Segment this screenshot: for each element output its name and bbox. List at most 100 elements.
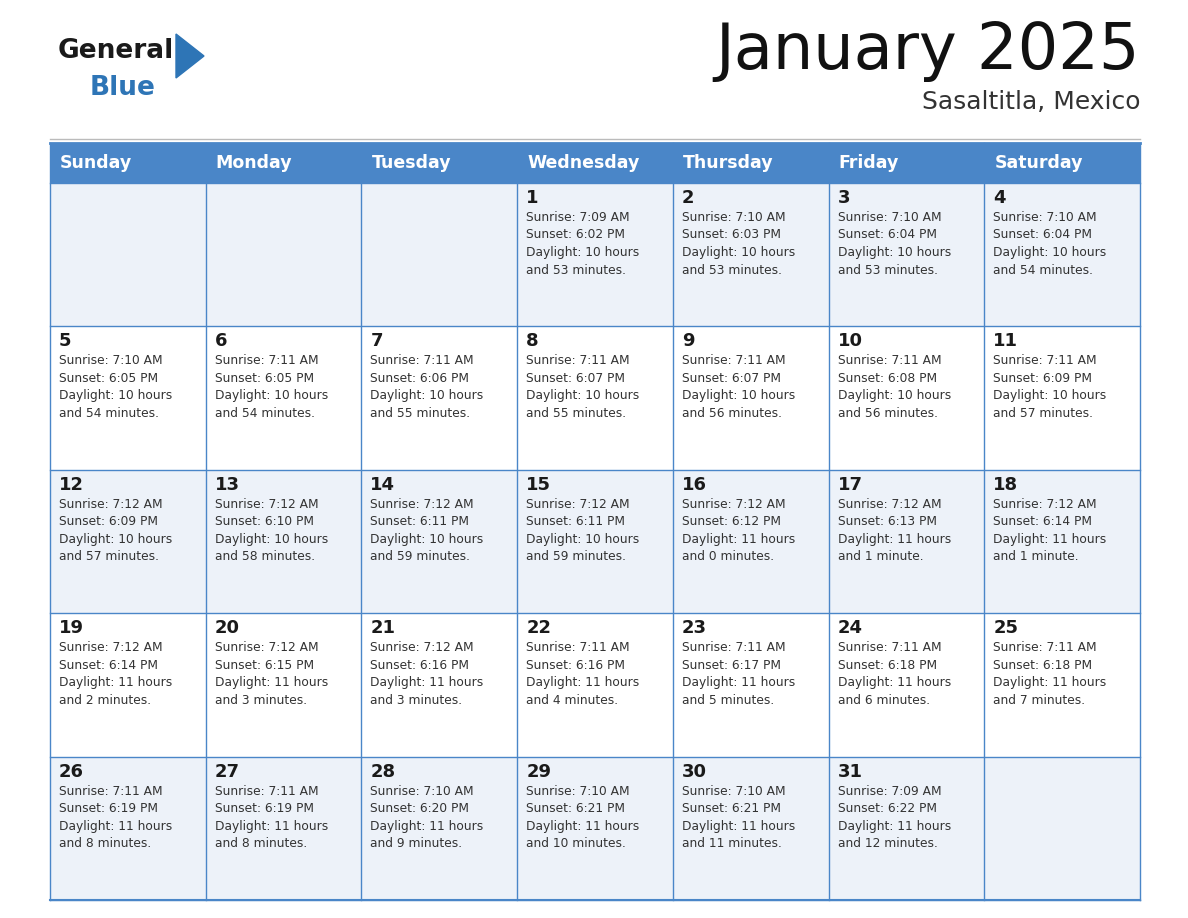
Bar <box>985 613 1140 756</box>
Bar <box>517 327 672 470</box>
Text: Sunrise: 7:12 AM
Sunset: 6:13 PM
Daylight: 11 hours
and 1 minute.: Sunrise: 7:12 AM Sunset: 6:13 PM Dayligh… <box>838 498 950 564</box>
Bar <box>828 613 985 756</box>
Text: Sunrise: 7:10 AM
Sunset: 6:05 PM
Daylight: 10 hours
and 54 minutes.: Sunrise: 7:10 AM Sunset: 6:05 PM Dayligh… <box>59 354 172 420</box>
Text: 8: 8 <box>526 332 539 351</box>
Text: Sunrise: 7:11 AM
Sunset: 6:08 PM
Daylight: 10 hours
and 56 minutes.: Sunrise: 7:11 AM Sunset: 6:08 PM Dayligh… <box>838 354 950 420</box>
Text: Sunrise: 7:12 AM
Sunset: 6:10 PM
Daylight: 10 hours
and 58 minutes.: Sunrise: 7:12 AM Sunset: 6:10 PM Dayligh… <box>215 498 328 564</box>
Text: 1: 1 <box>526 189 538 207</box>
Bar <box>828 327 985 470</box>
Bar <box>672 756 828 900</box>
Text: 17: 17 <box>838 476 862 494</box>
Bar <box>206 470 361 613</box>
Bar <box>672 470 828 613</box>
Text: 15: 15 <box>526 476 551 494</box>
Text: Sunrise: 7:12 AM
Sunset: 6:12 PM
Daylight: 11 hours
and 0 minutes.: Sunrise: 7:12 AM Sunset: 6:12 PM Dayligh… <box>682 498 795 564</box>
Bar <box>517 470 672 613</box>
Bar <box>985 470 1140 613</box>
Bar <box>985 756 1140 900</box>
Text: Sunrise: 7:12 AM
Sunset: 6:11 PM
Daylight: 10 hours
and 59 minutes.: Sunrise: 7:12 AM Sunset: 6:11 PM Dayligh… <box>526 498 639 564</box>
Text: 23: 23 <box>682 620 707 637</box>
Text: 9: 9 <box>682 332 694 351</box>
Text: 11: 11 <box>993 332 1018 351</box>
Text: Thursday: Thursday <box>683 154 773 172</box>
Text: Saturday: Saturday <box>994 154 1082 172</box>
Text: Wednesday: Wednesday <box>527 154 639 172</box>
Bar <box>517 613 672 756</box>
Text: Sunrise: 7:09 AM
Sunset: 6:02 PM
Daylight: 10 hours
and 53 minutes.: Sunrise: 7:09 AM Sunset: 6:02 PM Dayligh… <box>526 211 639 276</box>
Text: 2: 2 <box>682 189 694 207</box>
Text: 16: 16 <box>682 476 707 494</box>
Bar <box>672 613 828 756</box>
Bar <box>828 470 985 613</box>
Text: Sunrise: 7:11 AM
Sunset: 6:19 PM
Daylight: 11 hours
and 8 minutes.: Sunrise: 7:11 AM Sunset: 6:19 PM Dayligh… <box>59 785 172 850</box>
Bar <box>361 613 517 756</box>
Text: 7: 7 <box>371 332 383 351</box>
Text: Sunrise: 7:10 AM
Sunset: 6:04 PM
Daylight: 10 hours
and 53 minutes.: Sunrise: 7:10 AM Sunset: 6:04 PM Dayligh… <box>838 211 950 276</box>
Bar <box>361 143 517 183</box>
Bar <box>517 183 672 327</box>
Bar <box>50 327 206 470</box>
Text: 3: 3 <box>838 189 851 207</box>
Text: Sunrise: 7:12 AM
Sunset: 6:15 PM
Daylight: 11 hours
and 3 minutes.: Sunrise: 7:12 AM Sunset: 6:15 PM Dayligh… <box>215 641 328 707</box>
Bar <box>206 613 361 756</box>
Text: 6: 6 <box>215 332 227 351</box>
Text: 14: 14 <box>371 476 396 494</box>
Polygon shape <box>176 34 204 78</box>
Text: 26: 26 <box>59 763 84 780</box>
Bar <box>985 327 1140 470</box>
Bar <box>206 183 361 327</box>
Text: 10: 10 <box>838 332 862 351</box>
Bar <box>206 756 361 900</box>
Bar <box>361 327 517 470</box>
Text: 13: 13 <box>215 476 240 494</box>
Bar <box>206 143 361 183</box>
Text: 24: 24 <box>838 620 862 637</box>
Text: Sunrise: 7:12 AM
Sunset: 6:16 PM
Daylight: 11 hours
and 3 minutes.: Sunrise: 7:12 AM Sunset: 6:16 PM Dayligh… <box>371 641 484 707</box>
Text: Sunrise: 7:10 AM
Sunset: 6:21 PM
Daylight: 11 hours
and 11 minutes.: Sunrise: 7:10 AM Sunset: 6:21 PM Dayligh… <box>682 785 795 850</box>
Text: Blue: Blue <box>90 75 156 101</box>
Bar <box>50 470 206 613</box>
Bar <box>361 183 517 327</box>
Text: Sunrise: 7:11 AM
Sunset: 6:06 PM
Daylight: 10 hours
and 55 minutes.: Sunrise: 7:11 AM Sunset: 6:06 PM Dayligh… <box>371 354 484 420</box>
Text: Sunrise: 7:11 AM
Sunset: 6:17 PM
Daylight: 11 hours
and 5 minutes.: Sunrise: 7:11 AM Sunset: 6:17 PM Dayligh… <box>682 641 795 707</box>
Bar <box>50 613 206 756</box>
Bar <box>206 327 361 470</box>
Text: Sunrise: 7:10 AM
Sunset: 6:04 PM
Daylight: 10 hours
and 54 minutes.: Sunrise: 7:10 AM Sunset: 6:04 PM Dayligh… <box>993 211 1106 276</box>
Text: January 2025: January 2025 <box>715 20 1140 82</box>
Bar <box>517 756 672 900</box>
Text: 20: 20 <box>215 620 240 637</box>
Text: 29: 29 <box>526 763 551 780</box>
Bar <box>985 183 1140 327</box>
Text: Sunday: Sunday <box>61 154 132 172</box>
Text: Sunrise: 7:10 AM
Sunset: 6:20 PM
Daylight: 11 hours
and 9 minutes.: Sunrise: 7:10 AM Sunset: 6:20 PM Dayligh… <box>371 785 484 850</box>
Bar <box>361 756 517 900</box>
Text: Sunrise: 7:11 AM
Sunset: 6:16 PM
Daylight: 11 hours
and 4 minutes.: Sunrise: 7:11 AM Sunset: 6:16 PM Dayligh… <box>526 641 639 707</box>
Text: 27: 27 <box>215 763 240 780</box>
Bar <box>50 143 206 183</box>
Text: Sunrise: 7:11 AM
Sunset: 6:05 PM
Daylight: 10 hours
and 54 minutes.: Sunrise: 7:11 AM Sunset: 6:05 PM Dayligh… <box>215 354 328 420</box>
Text: Sasaltitla, Mexico: Sasaltitla, Mexico <box>922 90 1140 114</box>
Text: 4: 4 <box>993 189 1006 207</box>
Bar <box>672 143 828 183</box>
Text: 22: 22 <box>526 620 551 637</box>
Text: 18: 18 <box>993 476 1018 494</box>
Text: Sunrise: 7:09 AM
Sunset: 6:22 PM
Daylight: 11 hours
and 12 minutes.: Sunrise: 7:09 AM Sunset: 6:22 PM Dayligh… <box>838 785 950 850</box>
Text: 21: 21 <box>371 620 396 637</box>
Text: General: General <box>58 38 175 64</box>
Bar <box>672 183 828 327</box>
Bar <box>828 143 985 183</box>
Text: 28: 28 <box>371 763 396 780</box>
Text: Friday: Friday <box>839 154 899 172</box>
Text: Sunrise: 7:10 AM
Sunset: 6:03 PM
Daylight: 10 hours
and 53 minutes.: Sunrise: 7:10 AM Sunset: 6:03 PM Dayligh… <box>682 211 795 276</box>
Text: Sunrise: 7:11 AM
Sunset: 6:19 PM
Daylight: 11 hours
and 8 minutes.: Sunrise: 7:11 AM Sunset: 6:19 PM Dayligh… <box>215 785 328 850</box>
Bar <box>985 143 1140 183</box>
Bar <box>50 183 206 327</box>
Bar <box>828 183 985 327</box>
Text: Sunrise: 7:11 AM
Sunset: 6:07 PM
Daylight: 10 hours
and 55 minutes.: Sunrise: 7:11 AM Sunset: 6:07 PM Dayligh… <box>526 354 639 420</box>
Text: Sunrise: 7:11 AM
Sunset: 6:09 PM
Daylight: 10 hours
and 57 minutes.: Sunrise: 7:11 AM Sunset: 6:09 PM Dayligh… <box>993 354 1106 420</box>
Text: Sunrise: 7:12 AM
Sunset: 6:09 PM
Daylight: 10 hours
and 57 minutes.: Sunrise: 7:12 AM Sunset: 6:09 PM Dayligh… <box>59 498 172 564</box>
Text: Tuesday: Tuesday <box>372 154 451 172</box>
Text: Sunrise: 7:12 AM
Sunset: 6:14 PM
Daylight: 11 hours
and 2 minutes.: Sunrise: 7:12 AM Sunset: 6:14 PM Dayligh… <box>59 641 172 707</box>
Text: 25: 25 <box>993 620 1018 637</box>
Text: Sunrise: 7:11 AM
Sunset: 6:18 PM
Daylight: 11 hours
and 6 minutes.: Sunrise: 7:11 AM Sunset: 6:18 PM Dayligh… <box>838 641 950 707</box>
